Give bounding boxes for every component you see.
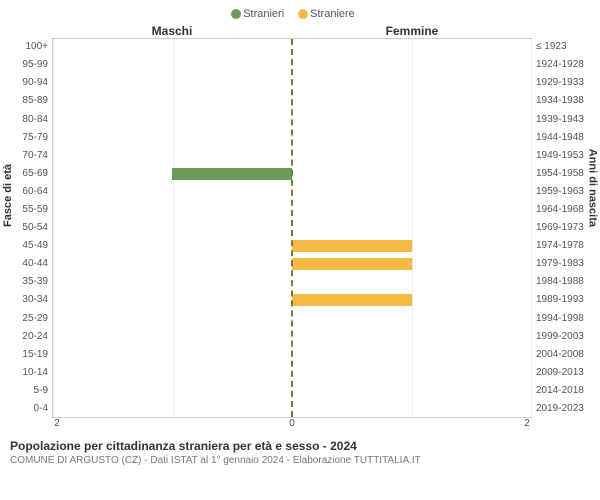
age-tick: 90-94: [10, 78, 48, 88]
header-female: Femmine: [292, 24, 532, 38]
bar-female: [292, 294, 412, 306]
age-tick: 80-84: [10, 115, 48, 125]
legend-dot: [298, 9, 308, 19]
year-tick: 1974-1978: [536, 241, 590, 251]
bar-female: [292, 258, 412, 270]
x-tick: 2: [522, 418, 532, 429]
year-tick: 2014-2018: [536, 386, 590, 396]
year-tick: 2019-2023: [536, 404, 590, 414]
year-tick: 1954-1958: [536, 169, 590, 179]
year-tick: 1989-1993: [536, 295, 590, 305]
age-tick: 75-79: [10, 133, 48, 143]
year-tick: 1984-1988: [536, 277, 590, 287]
age-tick: 65-69: [10, 169, 48, 179]
age-tick: 60-64: [10, 187, 48, 197]
age-tick: 5-9: [10, 386, 48, 396]
year-tick: 1939-1943: [536, 115, 590, 125]
age-tick: 0-4: [10, 404, 48, 414]
age-tick: 95-99: [10, 60, 48, 70]
year-tick: 2009-2013: [536, 368, 590, 378]
age-tick: 15-19: [10, 350, 48, 360]
age-tick: 100+: [10, 42, 48, 52]
year-tick: 1969-1973: [536, 223, 590, 233]
y-axis-label-left: Fasce di età: [2, 164, 14, 227]
legend-label: Stranieri: [243, 8, 284, 20]
age-tick: 10-14: [10, 368, 48, 378]
age-tick: 50-54: [10, 223, 48, 233]
age-tick: 70-74: [10, 151, 48, 161]
age-tick: 55-59: [10, 205, 48, 215]
chart-area: 100+ 95-99 90-94 85-89 80-84 75-79 70-74 65-69 6…: [10, 38, 590, 418]
year-tick: 1949-1953: [536, 151, 590, 161]
legend-dot: [231, 9, 241, 19]
y-axis-label-right: Anni di nascita: [586, 148, 598, 226]
chart-subtitle: COMUNE DI ARGUSTO (CZ) - Dati ISTAT al 1…: [10, 455, 590, 466]
year-tick: 1929-1933: [536, 78, 590, 88]
x-axis: 2 0 2: [52, 418, 532, 429]
year-tick: 1934-1938: [536, 96, 590, 106]
age-tick: 40-44: [10, 259, 48, 269]
year-tick: 2004-2008: [536, 350, 590, 360]
bar-male: [172, 168, 292, 180]
bar-female: [292, 240, 412, 252]
year-tick: 1924-1928: [536, 60, 590, 70]
year-tick: 1959-1963: [536, 187, 590, 197]
age-tick: 85-89: [10, 96, 48, 106]
plot: [52, 38, 532, 418]
chart-title: Popolazione per cittadinanza straniera p…: [10, 439, 590, 453]
age-tick: 25-29: [10, 314, 48, 324]
year-tick: 1994-1998: [536, 314, 590, 324]
year-tick: 1999-2003: [536, 332, 590, 342]
age-tick: 30-34: [10, 295, 48, 305]
years-axis: ≤ 1923 1924-1928 1929-1933 1934-1938 1939-19…: [532, 38, 590, 418]
year-tick: ≤ 1923: [536, 42, 590, 52]
age-tick: 20-24: [10, 332, 48, 342]
legend-label: Straniere: [310, 8, 355, 20]
column-headers: Maschi Femmine: [52, 24, 532, 38]
chart-wrapper: Fasce di età Anni di nascita Maschi Femm…: [10, 24, 590, 429]
x-tick: 0: [287, 418, 297, 429]
age-axis: 100+ 95-99 90-94 85-89 80-84 75-79 70-74 65-69 6…: [10, 38, 52, 418]
age-tick: 45-49: [10, 241, 48, 251]
year-tick: 1944-1948: [536, 133, 590, 143]
header-male: Maschi: [52, 24, 292, 38]
x-tick: 2: [52, 418, 62, 429]
legend: Stranieri Straniere: [10, 8, 590, 20]
year-tick: 1964-1968: [536, 205, 590, 215]
center-line: [291, 39, 293, 417]
age-tick: 35-39: [10, 277, 48, 287]
year-tick: 1979-1983: [536, 259, 590, 269]
